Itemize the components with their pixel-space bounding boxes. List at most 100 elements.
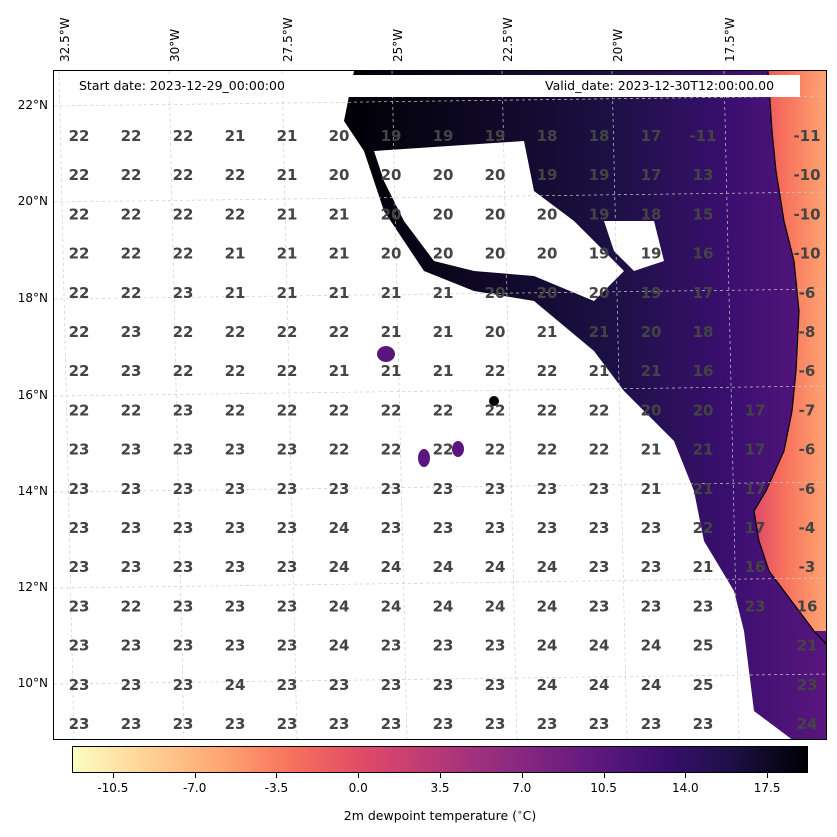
value-label: 22 — [329, 441, 350, 459]
meridian-line — [611, 71, 628, 739]
value-grid: 22 22 22 21 21 20 19 19 19 18 18 17 -11 -11 22 22 22 22 21… — [69, 127, 821, 733]
value-label: 23 — [537, 715, 558, 733]
island — [418, 449, 430, 467]
value-label: 19 — [641, 245, 662, 263]
latitude-label: 16°N — [17, 388, 48, 402]
value-label: 23 — [485, 715, 506, 733]
value-label: 23 — [693, 597, 714, 615]
value-label: 19 — [485, 127, 506, 145]
value-label: 20 — [537, 245, 558, 263]
value-label: 23 — [69, 441, 90, 459]
value-label: 23 — [121, 480, 142, 498]
value-label: 23 — [433, 715, 454, 733]
map-panel: 22 22 22 21 21 20 19 19 19 18 18 17 -11 -11 22 22 22 22 21… — [53, 70, 827, 740]
value-label: 24 — [381, 558, 402, 576]
value-label: 23 — [225, 715, 246, 733]
value-label: 23 — [173, 284, 194, 302]
colorbar-tick-label: 7.0 — [512, 781, 532, 795]
value-label: 23 — [173, 441, 194, 459]
value-label: 23 — [537, 480, 558, 498]
value-label: 21 — [589, 362, 610, 380]
colorbar-tick-label: 3.5 — [430, 781, 450, 795]
value-label: 17 — [745, 441, 766, 459]
value-label: -6 — [799, 480, 816, 498]
colorbar-tick — [194, 773, 196, 778]
value-label: -6 — [799, 362, 816, 380]
value-label: 23 — [173, 597, 194, 615]
colorbar-tick-label: 0.0 — [348, 781, 368, 795]
value-label: 21 — [329, 205, 350, 223]
value-label: 23 — [641, 715, 662, 733]
value-label: 21 — [381, 323, 402, 341]
longitude-label: 22.5°W — [501, 17, 515, 62]
value-label: 23 — [381, 480, 402, 498]
value-label: 22 — [225, 166, 246, 184]
value-label: 18 — [589, 127, 610, 145]
value-label: 18 — [693, 323, 714, 341]
value-label: 23 — [173, 480, 194, 498]
value-label: -3 — [799, 558, 816, 576]
graticule — [54, 71, 826, 739]
value-label: 22 — [433, 441, 454, 459]
value-label: 23 — [641, 519, 662, 537]
value-label: 21 — [693, 558, 714, 576]
map-canvas: 22 22 22 21 21 20 19 19 19 18 18 17 -11 -11 22 22 22 22 21… — [54, 71, 826, 739]
value-label: 23 — [173, 519, 194, 537]
colorbar-tick-label: -7.0 — [182, 781, 207, 795]
value-label: 22 — [69, 284, 90, 302]
value-label: 22 — [173, 362, 194, 380]
value-label: 23 — [173, 676, 194, 694]
colorbar — [72, 746, 808, 773]
value-label: 16 — [797, 597, 818, 615]
value-label: 23 — [485, 519, 506, 537]
island — [489, 396, 499, 406]
value-label: 23 — [69, 597, 90, 615]
value-label: 24 — [797, 715, 818, 733]
value-label: 23 — [381, 519, 402, 537]
value-label: 22 — [173, 205, 194, 223]
value-label: 21 — [381, 284, 402, 302]
value-label: 22 — [381, 401, 402, 419]
value-label: 23 — [173, 637, 194, 655]
value-label: 22 — [537, 441, 558, 459]
value-label: 20 — [433, 166, 454, 184]
value-label: 23 — [381, 715, 402, 733]
value-label: 25 — [693, 676, 714, 694]
value-label: 20 — [433, 205, 454, 223]
value-label: 22 — [121, 127, 142, 145]
value-label: 21 — [277, 205, 298, 223]
value-label: 24 — [537, 597, 558, 615]
value-label: 13 — [693, 166, 714, 184]
value-label: 24 — [537, 676, 558, 694]
value-label: 22 — [121, 245, 142, 263]
value-label: 19 — [589, 205, 610, 223]
value-label: 21 — [329, 245, 350, 263]
value-label: 23 — [225, 480, 246, 498]
value-label: 23 — [485, 637, 506, 655]
island — [377, 346, 395, 362]
value-label: 24 — [329, 519, 350, 537]
value-label: 22 — [121, 597, 142, 615]
latitude-label: 14°N — [17, 484, 48, 498]
colorbar-tick — [358, 773, 360, 778]
value-label: 22 — [485, 401, 506, 419]
value-label: 21 — [329, 362, 350, 380]
meridian-line — [168, 71, 185, 739]
meridian-line — [391, 71, 408, 739]
value-label: 22 — [173, 323, 194, 341]
value-label: 21 — [277, 166, 298, 184]
value-label: 23 — [121, 558, 142, 576]
value-label: 23 — [433, 637, 454, 655]
value-label: 22 — [69, 362, 90, 380]
longitude-label: 25°W — [391, 28, 405, 62]
value-label: 23 — [329, 480, 350, 498]
value-label: 23 — [173, 401, 194, 419]
meridian-line — [58, 71, 75, 739]
value-label: 23 — [69, 676, 90, 694]
value-label: 22 — [69, 166, 90, 184]
value-label: 22 — [173, 127, 194, 145]
value-label: 24 — [641, 637, 662, 655]
value-label: 21 — [433, 284, 454, 302]
longitude-label: 20°W — [611, 28, 625, 62]
value-label: 22 — [173, 245, 194, 263]
